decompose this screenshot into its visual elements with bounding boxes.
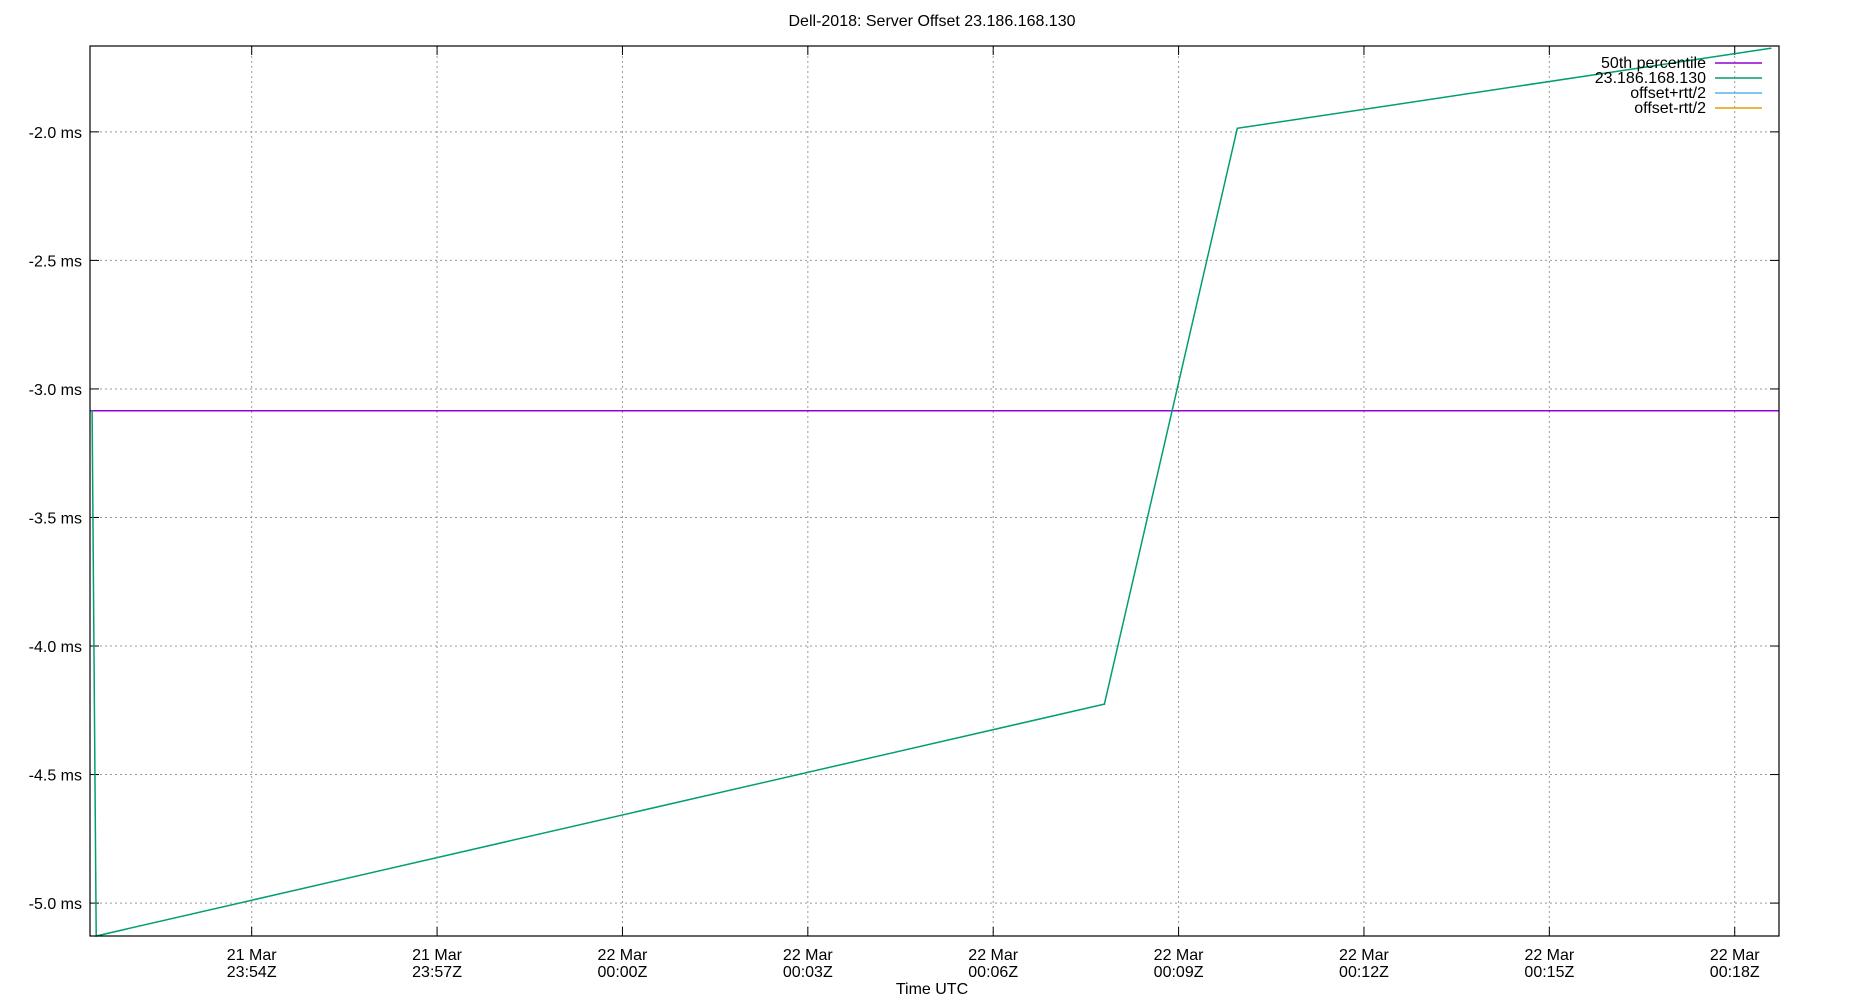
data-point [91,409,93,412]
x-axis-label: Time UTC [896,981,968,998]
x-tick-label-time: 00:18Z [1710,964,1760,981]
y-tick-label: -4.5 ms [29,768,82,785]
x-tick-label-date: 22 Mar [1524,947,1574,964]
y-tick-label: -2.5 ms [29,253,82,270]
y-tick-label: -3.0 ms [29,382,82,399]
x-tick-label-time: 00:15Z [1524,964,1574,981]
x-tick-label-time: 00:00Z [598,964,648,981]
data-point [1236,127,1239,130]
series-layer [90,47,1779,937]
y-axis: -2.0 ms -2.5 ms -3.0 ms -3.5 ms -4.0 ms -4.5 … [29,125,1779,913]
x-tick-label-date: 22 Mar [598,947,648,964]
series-line [91,47,1771,937]
x-tick-label-time: 00:06Z [968,964,1018,981]
x-tick-label-date: 21 Mar [412,947,462,964]
x-tick-label-time: 00:12Z [1339,964,1389,981]
x-tick-label-date: 22 Mar [1339,947,1389,964]
y-tick-label: -4.0 ms [29,639,82,656]
x-tick-label-time: 23:54Z [227,964,277,981]
x-tick-label-time: 00:03Z [783,964,833,981]
y-tick-label: -2.0 ms [29,125,82,142]
x-tick-label-date: 22 Mar [1710,947,1760,964]
x-tick-label-date: 22 Mar [783,947,833,964]
legend-label: 50th percentile [1601,55,1706,72]
x-tick-label-date: 22 Mar [1154,947,1204,964]
x-tick-label-time: 23:57Z [412,964,462,981]
plot-frame [89,45,1780,937]
legend: 50th percentile23.186.168.130offset+rtt/… [1595,55,1762,117]
chart-title: Dell-2018: Server Offset 23.186.168.130 [789,13,1076,30]
x-tick-label-date: 22 Mar [968,947,1018,964]
data-point [1769,47,1772,50]
legend-label: offset-rtt/2 [1634,100,1706,117]
x-tick-label-date: 21 Mar [227,947,277,964]
y-tick-label: -3.5 ms [29,510,82,527]
legend-label: 23.186.168.130 [1595,70,1706,87]
legend-label: offset+rtt/2 [1630,85,1706,102]
data-point [1103,703,1106,705]
y-tick-label: -5.0 ms [29,896,82,913]
x-tick-label-time: 00:09Z [1154,964,1204,981]
grid [90,46,1779,936]
